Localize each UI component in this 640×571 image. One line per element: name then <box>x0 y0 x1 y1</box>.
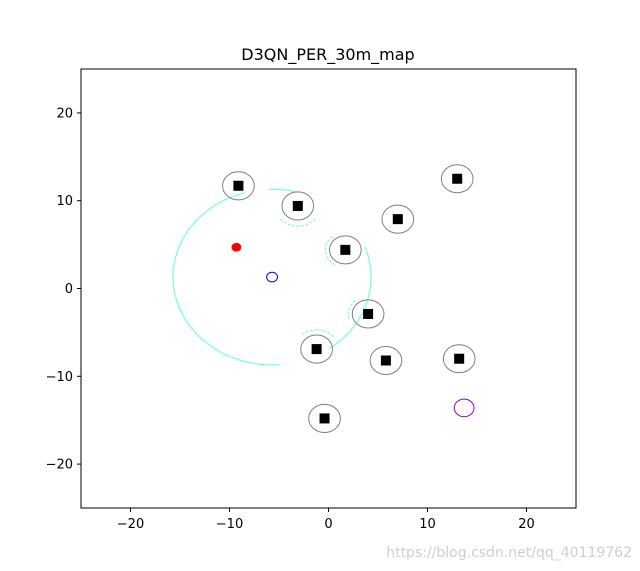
obstacle-boundary-circle <box>281 191 315 221</box>
obstacle-marker <box>292 200 303 211</box>
obstacle-marker <box>452 173 463 184</box>
occlusion-arc-2 <box>324 235 336 266</box>
obstacle-boundary-circle <box>369 345 403 376</box>
x-tick-label: 10 <box>419 517 436 532</box>
occlusion-arc-4 <box>302 329 334 338</box>
x-tick-label: −20 <box>117 517 144 532</box>
watermark: https://blog.csdn.net/qq_40119762 <box>386 545 632 561</box>
red-point <box>231 242 242 252</box>
obstacle-boundary-circle <box>442 344 476 374</box>
occlusion-arc-1 <box>279 218 316 227</box>
y-tick-label: 10 <box>56 194 73 209</box>
axes-frame <box>80 68 577 509</box>
obstacle-marker <box>340 244 351 255</box>
obstacle-boundary-circle <box>308 403 341 433</box>
x-tick-label: 20 <box>518 517 535 532</box>
obstacle-boundary-circle <box>300 334 333 364</box>
scan-arc-segment-2 <box>328 246 372 350</box>
occlusion-arc-3 <box>347 300 356 321</box>
scan-arc-segment-1 <box>172 192 281 366</box>
obstacle-boundary-circle <box>381 204 415 234</box>
obstacle-marker <box>319 413 330 424</box>
scan-arc-segment-3 <box>268 188 298 193</box>
goal-circle <box>453 398 475 418</box>
y-tick-label: 20 <box>56 106 73 121</box>
x-tick-label: 0 <box>324 517 332 532</box>
obstacle-marker <box>380 355 391 366</box>
y-tick-label: 0 <box>65 282 73 297</box>
obstacle-marker <box>363 308 374 319</box>
obstacle-boundary-circle <box>440 164 474 194</box>
obstacle-marker <box>392 214 403 225</box>
obstacle-marker <box>233 180 244 191</box>
agent-circle <box>266 271 279 283</box>
x-axis-ticks: −20 −10 0 10 20 <box>117 508 535 532</box>
y-tick-label: −20 <box>46 458 73 473</box>
obstacle-marker <box>454 353 465 364</box>
chart-title: D3QN_PER_30m_map <box>241 45 414 65</box>
plot-area <box>172 164 476 433</box>
obstacle-boundary-circle <box>328 235 362 265</box>
x-tick-label: −10 <box>216 517 243 532</box>
y-tick-label: −10 <box>46 370 73 385</box>
obstacle-boundary-circle <box>351 299 385 329</box>
obstacle-marker <box>311 344 322 355</box>
y-axis-ticks: −20 −10 0 10 20 <box>46 106 81 473</box>
obstacle-boundary-circle <box>222 171 255 201</box>
